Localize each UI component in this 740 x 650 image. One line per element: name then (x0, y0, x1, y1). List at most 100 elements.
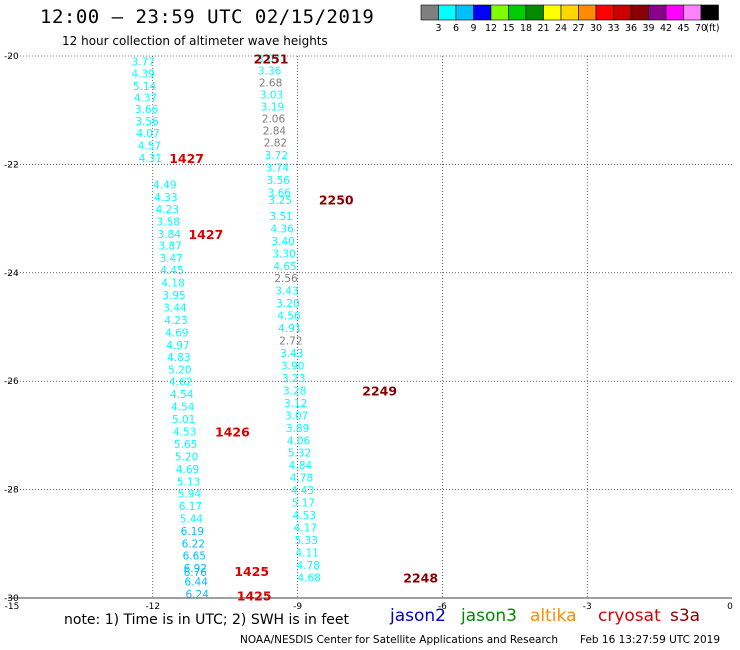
colorbar-swatch (700, 4, 719, 21)
wave-height-label: 3.56 (135, 116, 159, 128)
legend-item-s3a: s3a (670, 606, 701, 626)
wave-height-label: 4.68 (297, 572, 320, 584)
colorbar-label: 39 (642, 23, 654, 34)
wave-height-label: 5.44 (180, 513, 204, 525)
wave-height-label: 3.95 (162, 290, 185, 302)
wave-height-label: 2.82 (264, 138, 287, 150)
y-tick-label: -28 (4, 486, 19, 496)
wave-height-label: 3.66 (135, 104, 159, 116)
pass-time-label: 2251 (254, 52, 289, 67)
wave-height-label: 4.69 (165, 327, 188, 339)
wave-height-label: 4.23 (164, 315, 187, 327)
wave-height-label: 5.01 (172, 414, 195, 426)
wave-height-label: 4.53 (293, 510, 316, 522)
wave-height-label: 4.78 (290, 473, 313, 485)
wave-height-label: 4.97 (166, 340, 189, 352)
wave-height-label: 4.36 (270, 223, 294, 235)
legend-item-jason3: jason3 (461, 606, 517, 626)
legend-item-cryosat: cryosat (598, 606, 661, 626)
wave-height-label: 3.40 (271, 236, 294, 248)
colorbar-label: 6 (453, 23, 459, 34)
wave-height-label: 4.37 (134, 93, 157, 105)
wave-height-label: 3.74 (266, 163, 290, 175)
y-tick-label: -22 (4, 160, 19, 170)
pass-time-label: 1426 (215, 425, 250, 440)
y-tick-label: -26 (4, 377, 19, 387)
wave-height-label: 2.84 (263, 125, 287, 137)
wave-height-label: 4.91 (278, 323, 301, 335)
wave-height-label: 4.54 (170, 389, 194, 401)
pass-time-label: 2249 (362, 383, 397, 398)
wave-height-label: 4.65 (273, 261, 296, 273)
wave-height-label: 3.66 (268, 188, 292, 200)
x-tick-label: -12 (145, 602, 160, 612)
pass-time-label: 1425 (234, 564, 269, 579)
wave-height-label: 3.90 (281, 360, 304, 372)
wave-height-label: 3.56 (267, 175, 291, 187)
wave-height-label: 3.12 (284, 398, 307, 410)
chart-subtitle: 12 hour collection of altimeter wave hei… (62, 34, 328, 48)
wave-height-label: 3.58 (157, 216, 180, 228)
wave-height-label: 3.47 (159, 253, 182, 265)
legend-item-jason2: jason2 (390, 606, 446, 626)
wave-height-label: 3.20 (276, 298, 299, 310)
wave-height-label: 4.31 (139, 153, 162, 165)
wave-height-label: 4.33 (154, 192, 177, 204)
wave-height-label: 4.56 (277, 311, 301, 323)
wave-height-label: 3.84 (158, 229, 182, 241)
wave-height-label: 4.57 (138, 140, 161, 152)
colorbar-label: (ft) (705, 23, 719, 34)
wave-height-label: 6.44 (185, 577, 209, 589)
pass-time-label: 1427 (169, 151, 204, 166)
wave-height-label: 3.77 (131, 56, 154, 68)
wave-height-label: 6.17 (179, 501, 202, 513)
wave-height-label: 4.53 (173, 427, 196, 439)
color-scale-bar: 3 6 9 12 15 18 21 24 27 30 33 36 39 42 45 70(ft) (420, 4, 720, 34)
wave-height-label: 5.13 (177, 476, 200, 488)
wave-height-label: 3.25 (269, 195, 292, 207)
footer-note: note: 1) Time is in UTC; 2) SWH is in fe… (64, 612, 350, 628)
colorbar-label: 3 (435, 23, 441, 34)
wave-height-label: 3.19 (261, 101, 284, 113)
wave-height-label: 3.23 (282, 373, 305, 385)
wave-height-label: 3.72 (265, 150, 288, 162)
wave-height-label: 4.11 (296, 547, 319, 559)
pass-time-label: 1427 (188, 227, 223, 242)
wave-height-label: 4.54 (171, 402, 195, 414)
wave-height-label: 4.07 (136, 128, 159, 140)
colorbar-label: 18 (520, 23, 532, 34)
y-tick-label: -20 (4, 52, 19, 62)
wave-height-label: 3.89 (286, 423, 309, 435)
wave-height-label: 4.83 (167, 352, 190, 364)
wave-height-label: 5.65 (174, 439, 197, 451)
colorbar-label: 15 (502, 23, 514, 34)
wave-height-label: 3.43 (280, 348, 303, 360)
wave-height-label: 2.06 (262, 113, 286, 125)
wave-height-label: 4.43 (291, 485, 314, 497)
wave-height-label: 5.17 (292, 498, 315, 510)
wave-height-label: 4.23 (156, 204, 179, 216)
wave-height-label: 4.49 (153, 179, 176, 191)
wave-height-label: 4.69 (176, 464, 199, 476)
wave-height-label: 3.51 (269, 211, 292, 223)
wave-height-label: 4.62 (169, 377, 192, 389)
wave-height-label: 5.14 (133, 81, 157, 93)
wave-height-label: 4.17 (294, 523, 317, 535)
x-tick-label: -15 (5, 602, 20, 612)
wave-height-label: 4.18 (161, 278, 184, 290)
x-tick-label: -3 (583, 602, 592, 612)
wave-height-label: 6.19 (181, 526, 204, 538)
colorbar-label: 36 (625, 23, 637, 34)
wave-height-label: 6.22 (182, 538, 205, 550)
wave-height-label: 2.56 (274, 273, 298, 285)
wave-height-label: 5.20 (168, 364, 191, 376)
wave-height-label: 5.32 (288, 448, 311, 460)
wave-height-label: 6.24 (186, 589, 210, 601)
wave-height-label: 5.94 (178, 488, 202, 500)
wave-height-label: 2.72 (279, 336, 302, 348)
colorbar-label: 9 (470, 23, 476, 34)
x-tick-label: 0 (727, 602, 733, 612)
wave-height-label: 3.28 (283, 385, 306, 397)
wave-height-label: 5.33 (295, 535, 318, 547)
